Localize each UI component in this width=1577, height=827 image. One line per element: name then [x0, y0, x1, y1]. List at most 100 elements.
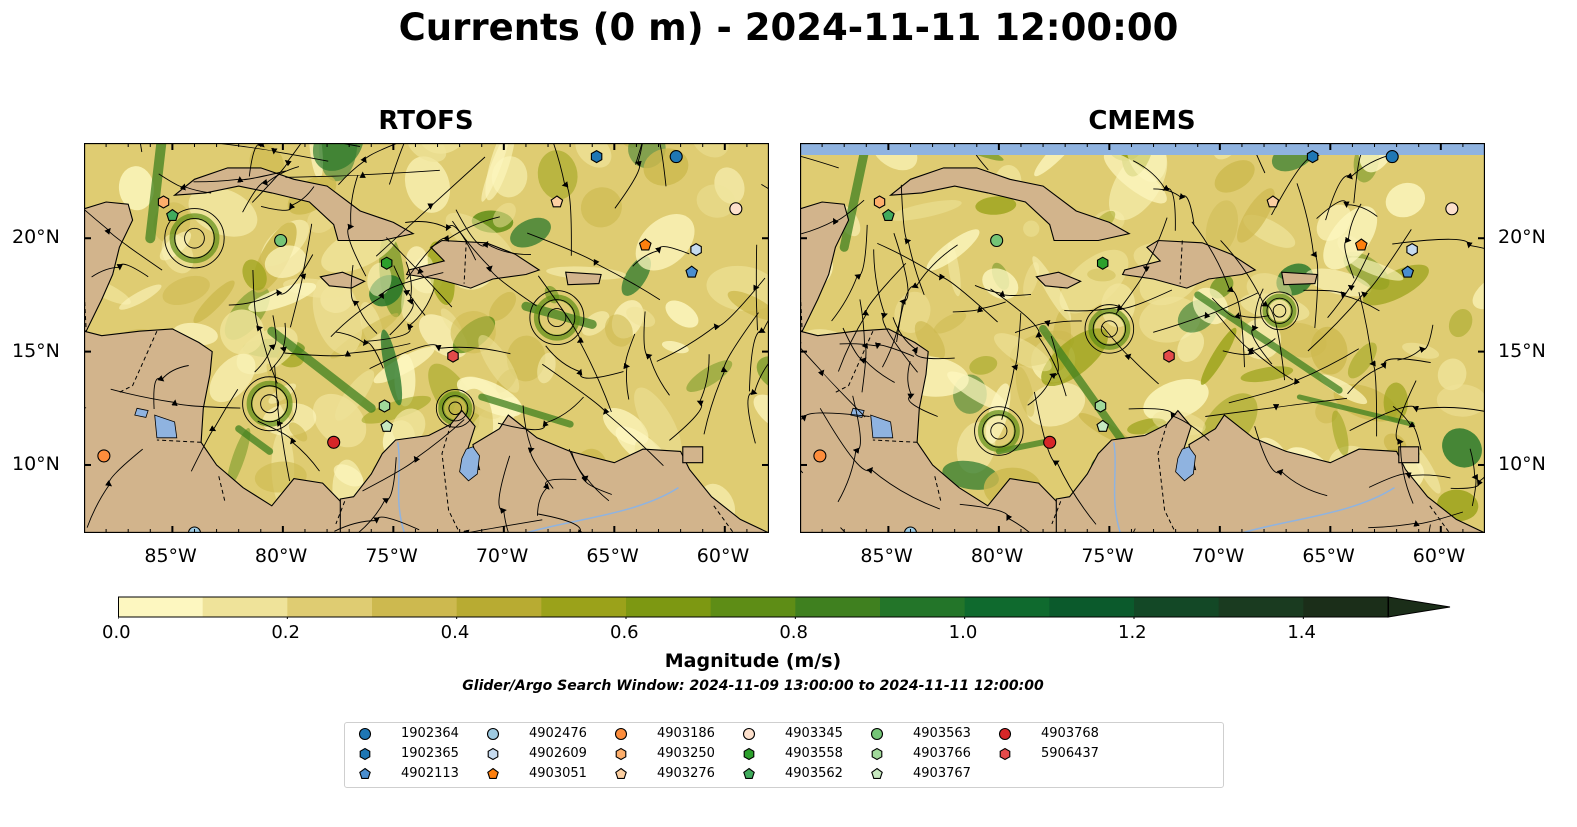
lat-tick-label-left: 20°N: [12, 226, 60, 249]
float-marker-4903186: [813, 449, 827, 463]
colorbar-segment: [795, 597, 881, 617]
float-marker-4902609: [690, 242, 702, 257]
float-marker-4903768: [1043, 435, 1057, 449]
float-marker-4903766: [1094, 399, 1107, 413]
float-marker-4903051: [1354, 238, 1368, 251]
lon-tick-label-cmems: 75°W: [1081, 545, 1134, 567]
float-marker-1902365: [1306, 149, 1319, 164]
float-marker-4903558: [380, 256, 393, 270]
lon-tick-label-rtofs: 75°W: [365, 545, 418, 567]
search-window-caption: Glider/Argo Search Window: 2024-11-09 13…: [462, 678, 1044, 694]
colorbar-tick-label: 1.4: [1287, 622, 1316, 643]
lat-tick-label-right: 10°N: [1498, 452, 1546, 475]
colorbar-segment: [1303, 597, 1389, 617]
panel-title-cmems: CMEMS: [1088, 106, 1196, 136]
float-marker-4902113: [685, 265, 699, 278]
legend-marker-circle-icon: [998, 727, 1012, 741]
legend-label: 4902609: [529, 746, 587, 761]
legend-label: 4903276: [657, 766, 715, 781]
float-marker-4903766: [378, 399, 391, 413]
colorbar-tick-label: 0.6: [610, 622, 639, 643]
lon-tick-label-rtofs: 85°W: [144, 545, 197, 567]
lon-tick-label-cmems: 70°W: [1191, 545, 1245, 567]
legend-label: 5906437: [1041, 746, 1099, 761]
lon-tick-label-rtofs: 70°W: [475, 545, 529, 567]
legend-label: 4903766: [913, 746, 971, 761]
legend-marker-circle-icon: [486, 727, 500, 741]
lon-tick-label-rtofs: 80°W: [254, 545, 308, 567]
colorbar-segment: [287, 597, 373, 617]
legend-marker-hexagon-icon: [743, 747, 755, 761]
legend-label: 4903345: [785, 726, 843, 741]
legend-label: 4903768: [1041, 726, 1099, 741]
legend-marker-pentagon-icon: [615, 767, 627, 779]
float-marker-4903562: [882, 208, 895, 221]
lon-tick-label-rtofs: 65°W: [586, 545, 639, 567]
float-marker-5906437: [447, 349, 459, 363]
float-marker-4903276: [1266, 195, 1280, 208]
legend-marker-circle-icon: [614, 727, 628, 741]
float-marker-5906437: [1163, 349, 1175, 363]
lon-tick-label-cmems: 60°W: [1412, 545, 1466, 567]
legend-label: 4903186: [657, 726, 715, 741]
lat-tick-label-left: 10°N: [12, 452, 60, 475]
float-marker-4903276: [550, 195, 564, 208]
legend-marker-circle-icon: [358, 727, 372, 741]
legend-label: 4903250: [657, 746, 715, 761]
lat-tick-label-right: 15°N: [1498, 339, 1546, 362]
colorbar-segment: [1218, 597, 1304, 617]
lon-tick-label-cmems: 85°W: [860, 545, 913, 567]
cmems-currents-map: [800, 143, 1485, 533]
legend-label: 4903051: [529, 766, 587, 781]
float-marker-4903563: [274, 233, 288, 248]
lon-tick-label-cmems: 80°W: [970, 545, 1024, 567]
colorbar-segment: [118, 597, 204, 617]
legend-marker-circle-icon: [870, 727, 884, 741]
lat-tick-label-left: 15°N: [12, 339, 60, 362]
rtofs-currents-map: [84, 143, 769, 533]
float-marker-4903051: [638, 238, 652, 251]
legend-marker-hexagon-icon: [871, 747, 883, 761]
float-marker-4903250: [157, 195, 170, 209]
float-legend: 1902364 1902365 4902113 4902476 4902609 49030…: [344, 722, 1224, 788]
lat-tick-label-right: 20°N: [1498, 226, 1546, 249]
colorbar-segment: [456, 597, 542, 617]
legend-marker-pentagon-icon: [871, 767, 883, 779]
legend-marker-pentagon-icon: [359, 767, 371, 779]
float-marker-4903767: [380, 419, 394, 432]
float-marker-4903558: [1096, 256, 1109, 270]
legend-marker-pentagon-icon: [487, 767, 499, 779]
colorbar-tick-label: 0.0: [102, 622, 131, 643]
legend-marker-hexagon-icon: [615, 747, 627, 761]
lon-tick-label-cmems: 65°W: [1302, 545, 1355, 567]
legend-label: 4903767: [913, 766, 971, 781]
colorbar-segment: [541, 597, 627, 617]
colorbar-segment: [880, 597, 966, 617]
float-marker-4903563: [990, 233, 1004, 248]
panel-title-rtofs: RTOFS: [378, 106, 474, 136]
colorbar-segment: [964, 597, 1050, 617]
colorbar-segment: [626, 597, 712, 617]
legend-label: 4902476: [529, 726, 587, 741]
legend-marker-circle-icon: [742, 727, 756, 741]
float-marker-4902113: [1401, 265, 1415, 278]
float-marker-4903186: [97, 449, 111, 463]
colorbar-tick-label: 0.4: [440, 622, 470, 643]
float-marker-4903345: [1445, 202, 1459, 216]
colorbar-tick-label: 1.0: [948, 622, 978, 643]
legend-label: 1902364: [401, 726, 459, 741]
colorbar-segment: [202, 597, 288, 617]
colorbar-tick-label: 0.8: [779, 622, 808, 643]
float-marker-1902364: [1385, 150, 1399, 164]
legend-label: 4902113: [401, 766, 459, 781]
legend-marker-hexagon-icon: [999, 747, 1011, 761]
legend-label: 1902365: [401, 746, 459, 761]
float-marker-1902364: [669, 150, 683, 164]
float-marker-4903250: [873, 195, 886, 209]
float-marker-4903345: [729, 202, 743, 216]
legend-label: 4903558: [785, 746, 843, 761]
colorbar-tick-label: 0.2: [271, 622, 300, 643]
colorbar-title: Magnitude (m/s): [664, 650, 842, 672]
